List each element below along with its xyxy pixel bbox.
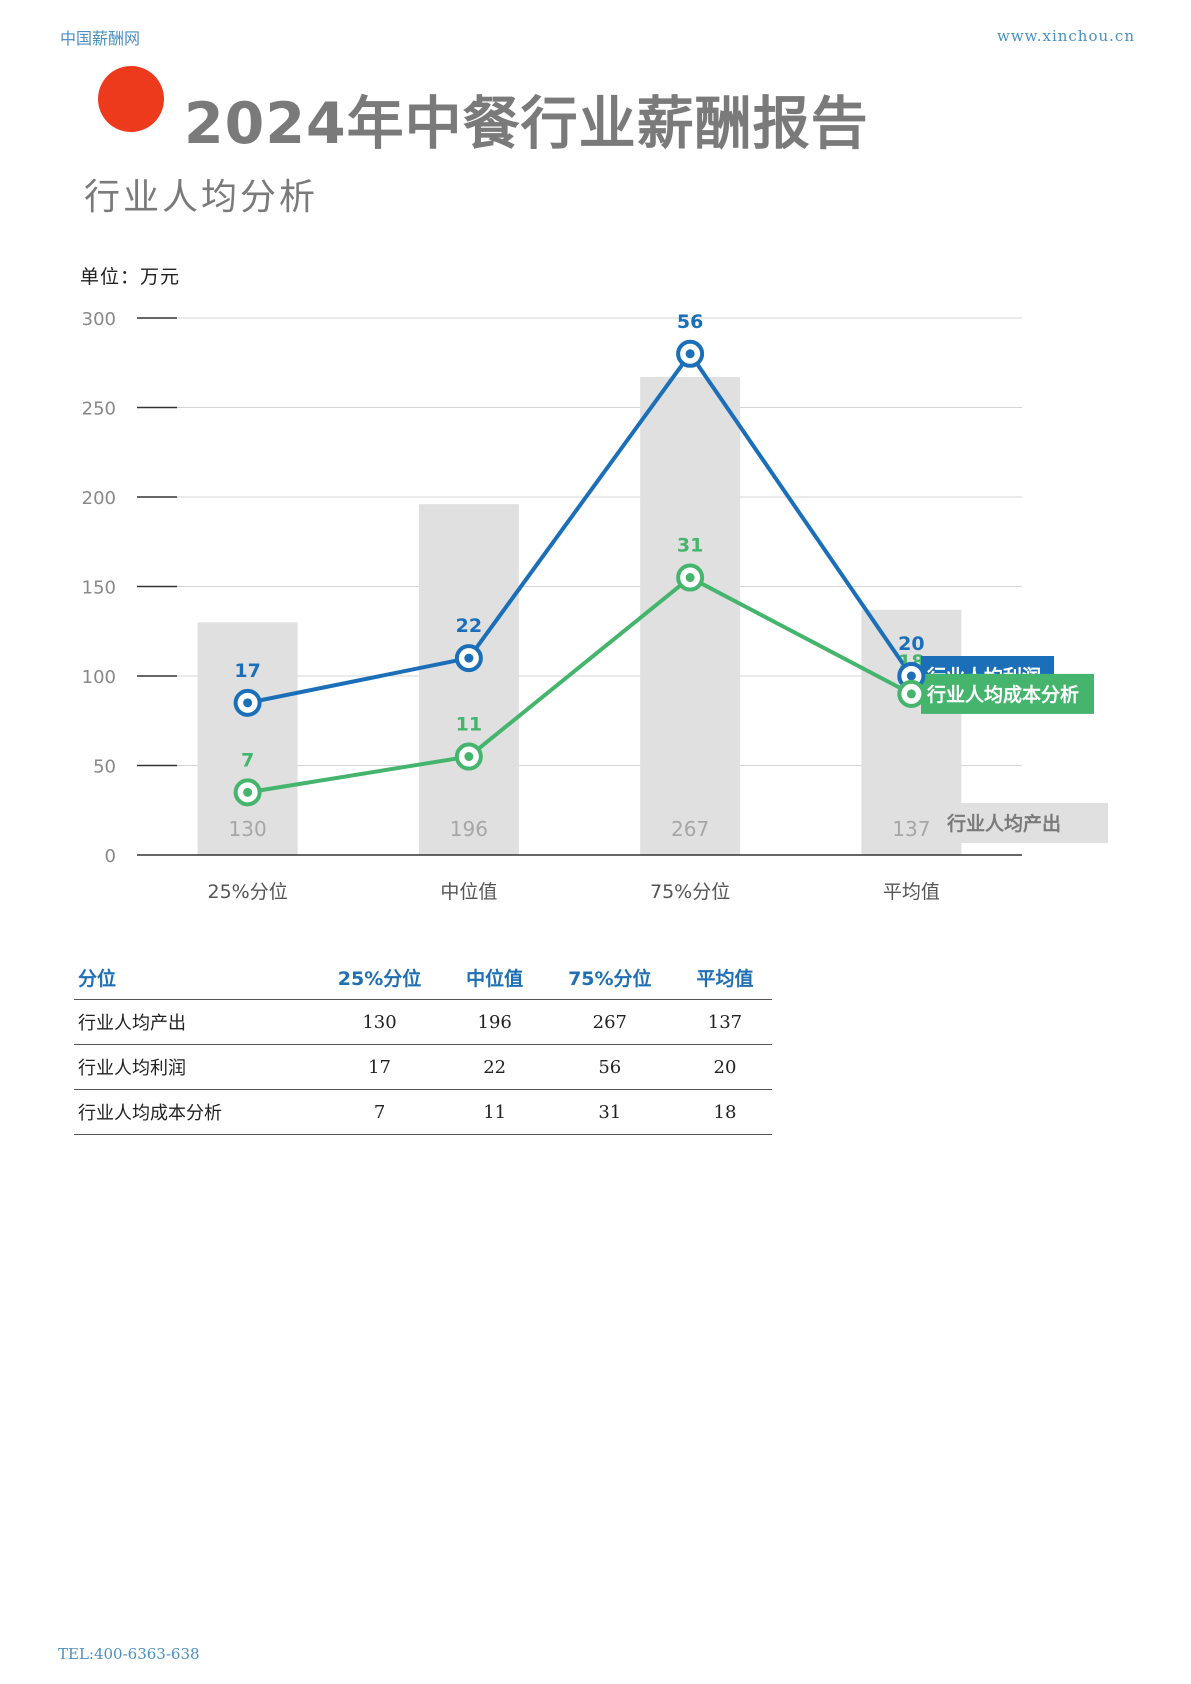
section-title: 行业人均分析 bbox=[84, 177, 319, 218]
footer-tel: TEL:400-6363-638 bbox=[58, 1645, 200, 1663]
table-header-row: 分位 25%分位 中位值 75%分位 平均值 bbox=[74, 955, 772, 1000]
data-label: 17 bbox=[234, 660, 260, 682]
table-cell: 17 bbox=[311, 1044, 448, 1090]
y-tick-label: 0 bbox=[105, 846, 116, 867]
table-cell: 7 bbox=[311, 1089, 448, 1135]
y-tick-label: 200 bbox=[82, 488, 116, 509]
table-header-cell: 75%分位 bbox=[541, 955, 678, 1000]
table-cell: 137 bbox=[677, 999, 772, 1045]
data-label: 11 bbox=[456, 714, 482, 736]
data-label: 22 bbox=[456, 615, 482, 637]
bar bbox=[418, 504, 519, 855]
table-header-cell: 25%分位 bbox=[311, 955, 448, 1000]
series-line bbox=[247, 351, 914, 705]
x-tick-label: 75%分位 bbox=[650, 881, 730, 903]
table-cell: 11 bbox=[447, 1089, 542, 1135]
bar bbox=[861, 609, 962, 855]
table-header-cell: 分位 bbox=[74, 955, 312, 1000]
data-label: 7 bbox=[241, 749, 254, 771]
table-row: 行业人均利润 17 22 56 20 bbox=[74, 1044, 772, 1090]
data-label: 20 bbox=[898, 633, 924, 655]
data-label: 56 bbox=[677, 311, 703, 333]
table-cell: 267 bbox=[541, 999, 678, 1045]
bar-value-label: 196 bbox=[450, 817, 488, 841]
table-cell: 196 bbox=[447, 999, 542, 1045]
legend-box-cost bbox=[921, 673, 1094, 714]
page-title: 2024年中餐行业薪酬报告 bbox=[184, 91, 869, 157]
table-cell: 行业人均成本分析 bbox=[74, 1089, 312, 1135]
bar-value-label: 137 bbox=[892, 817, 930, 841]
line-point-center bbox=[464, 752, 474, 762]
line-point-center bbox=[685, 349, 695, 359]
chart-unit-label: 单位：万元 bbox=[80, 266, 181, 288]
line-point-center bbox=[464, 653, 474, 663]
table-cell: 18 bbox=[677, 1089, 772, 1135]
legend-label-output: 行业人均产出 bbox=[946, 812, 1061, 835]
data-table-container: 分位 25%分位 中位值 75%分位 平均值 行业人均产出 130 196 26… bbox=[74, 955, 772, 1135]
y-tick-label: 250 bbox=[82, 399, 116, 420]
table-header-cell: 平均值 bbox=[677, 955, 772, 1000]
line-point-center bbox=[685, 573, 695, 583]
table-cell: 20 bbox=[677, 1044, 772, 1090]
y-tick-label: 150 bbox=[82, 578, 116, 599]
table-row: 行业人均产出 130 196 267 137 bbox=[74, 999, 772, 1045]
line-point-center bbox=[243, 787, 253, 797]
bar-value-label: 130 bbox=[229, 817, 267, 841]
table-header-cell: 中位值 bbox=[447, 955, 542, 1000]
table-cell: 行业人均利润 bbox=[74, 1044, 312, 1090]
bar-value-label: 267 bbox=[671, 817, 709, 841]
bar bbox=[197, 622, 298, 855]
legend-box-output bbox=[960, 803, 1108, 843]
site-name: 中国薪酬网 bbox=[60, 29, 141, 48]
line-point-center bbox=[243, 698, 253, 708]
table-cell: 22 bbox=[447, 1044, 542, 1090]
accent-dot bbox=[98, 66, 164, 132]
y-tick-label: 50 bbox=[93, 757, 116, 778]
x-tick-label: 平均值 bbox=[883, 881, 940, 903]
x-tick-label: 25%分位 bbox=[208, 881, 288, 903]
x-tick-label: 中位值 bbox=[440, 881, 497, 903]
line-point-center bbox=[906, 671, 916, 681]
table-cell: 行业人均产出 bbox=[74, 999, 312, 1045]
data-table: 分位 25%分位 中位值 75%分位 平均值 行业人均产出 130 196 26… bbox=[74, 955, 772, 1135]
site-url[interactable]: www.xinchou.cn bbox=[996, 27, 1135, 45]
bar bbox=[640, 377, 741, 855]
table-cell: 56 bbox=[541, 1044, 678, 1090]
y-tick-label: 300 bbox=[82, 309, 116, 330]
legend-label-cost: 行业人均成本分析 bbox=[926, 683, 1079, 706]
data-label: 31 bbox=[677, 535, 703, 557]
table-cell: 31 bbox=[541, 1089, 678, 1135]
y-tick-label: 100 bbox=[82, 667, 116, 688]
table-row: 行业人均成本分析 7 11 31 18 bbox=[74, 1089, 772, 1135]
series-line bbox=[247, 575, 913, 795]
table-cell: 130 bbox=[311, 999, 448, 1045]
line-point-center bbox=[906, 689, 916, 699]
